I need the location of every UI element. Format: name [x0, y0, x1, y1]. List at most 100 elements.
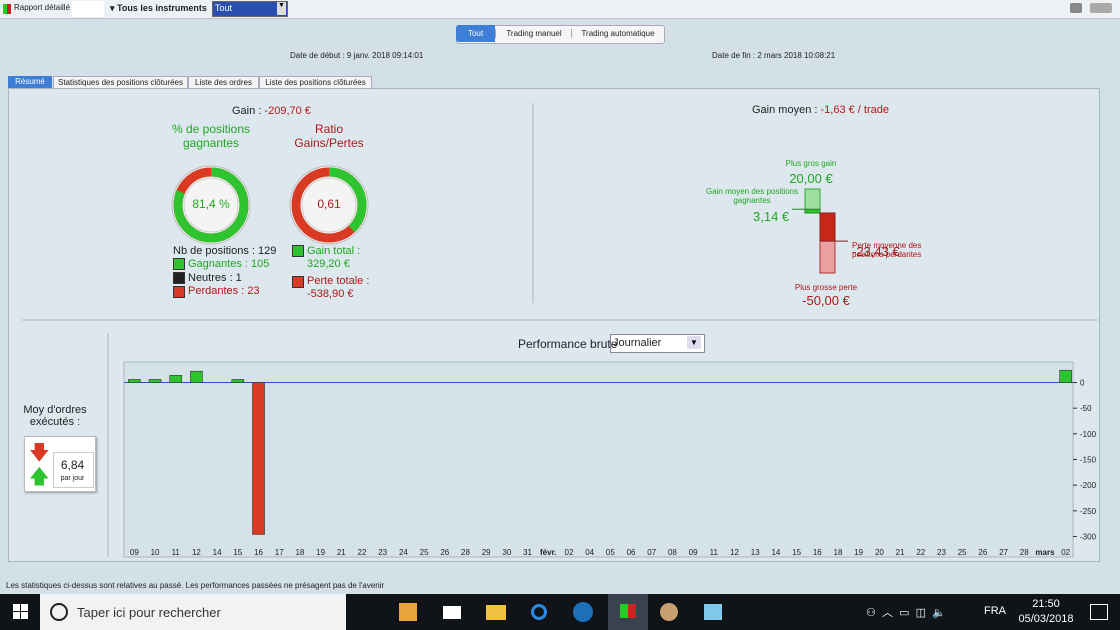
end-date: Date de fin : 2 mars 2018 10:08:21	[712, 51, 836, 60]
period-arrow[interactable]: ▼	[687, 336, 701, 349]
x-tick-label: 14	[213, 548, 222, 557]
tab[interactable]: Statistiques des positions clôturées	[53, 76, 188, 89]
x-tick-label: 23	[937, 548, 946, 557]
x-tick-label: 05	[606, 548, 615, 557]
plot-area	[123, 361, 1074, 558]
ratio-label: 0,61	[317, 197, 341, 211]
loss-total-label: Perte totale :	[307, 275, 370, 287]
x-tick-label: 22	[916, 548, 925, 557]
period-select[interactable]	[610, 334, 705, 353]
y-tick-label: -300	[1080, 532, 1097, 541]
y-tick-label: -150	[1080, 456, 1097, 465]
mode-button[interactable]: Trading automatique	[571, 29, 664, 38]
store-icon[interactable]	[399, 603, 417, 621]
instruments-menu[interactable]: ▾ Tous les instruments	[110, 3, 207, 13]
start-button[interactable]	[13, 604, 28, 619]
mode-button[interactable]: Tout	[467, 29, 484, 38]
y-tick-label: -100	[1080, 430, 1097, 439]
window-buttons[interactable]	[1090, 3, 1112, 13]
instruments-label[interactable]: Tous les instruments	[117, 3, 207, 13]
x-tick-label: 22	[358, 548, 367, 557]
x-tick-label: 25	[420, 548, 429, 557]
neutral-swatch	[173, 272, 185, 284]
x-tick-label: 21	[337, 548, 346, 557]
clock-time[interactable]: 21:50	[1032, 598, 1060, 610]
orders-value-box	[53, 452, 94, 488]
x-tick-label: févr.	[540, 548, 556, 557]
loss-total: -538,90 €	[307, 288, 354, 300]
x-tick-label: 12	[730, 548, 739, 557]
x-tick-label: 11	[172, 548, 181, 557]
x-tick-label: 30	[502, 548, 511, 557]
x-tick-label: 15	[792, 548, 801, 557]
winners: Gagnantes : 105	[188, 258, 270, 270]
clock-date[interactable]: 05/03/2018	[1018, 613, 1074, 625]
edge-icon[interactable]	[531, 604, 547, 620]
period-value[interactable]: Journalier	[613, 337, 662, 349]
x-tick-label: 19	[316, 548, 325, 557]
x-tick-label: 17	[275, 548, 284, 557]
filter-select[interactable]	[212, 1, 288, 17]
x-tick-label: 24	[399, 548, 408, 557]
x-tick-label: 18	[834, 548, 843, 557]
x-tick-label: 27	[999, 548, 1008, 557]
y-tick-label: -50	[1080, 404, 1092, 413]
win-rate-label: 81,4 %	[192, 197, 230, 211]
tab[interactable]: Liste des positions clôturées	[259, 76, 372, 89]
max-gain-label: Plus gros gain	[785, 159, 837, 168]
gain-total-swatch	[292, 245, 304, 257]
chart-title: Performance brute	[518, 337, 618, 351]
x-tick-label: 02	[1061, 548, 1070, 557]
x-tick-label: 07	[647, 548, 656, 557]
average-value: -1,63 € / trade	[820, 104, 889, 116]
search-box[interactable]	[40, 594, 346, 630]
max-loss-label: Plus grosse perte	[794, 283, 858, 292]
average-gain: Gain moyen : -1,63 € / trade	[752, 104, 889, 116]
winners-swatch	[173, 258, 185, 270]
x-tick-label: 02	[565, 548, 574, 557]
explorer-icon[interactable]	[486, 605, 506, 620]
bar	[169, 375, 183, 383]
bar	[190, 370, 203, 383]
x-tick-label: 08	[668, 548, 677, 557]
blank-field[interactable]	[72, 1, 104, 17]
x-tick-label: 29	[482, 548, 491, 557]
tab[interactable]: Résumé	[8, 76, 52, 88]
down-arrow: 🡇	[29, 442, 50, 464]
language[interactable]: FRA	[984, 605, 1006, 617]
notifications[interactable]	[1090, 604, 1108, 620]
tray-icons[interactable]: ⚇ ︿ ▭ ◫ 🔈	[866, 607, 946, 619]
print-icon[interactable]	[1070, 3, 1082, 13]
avg-loss: -23,43 €	[852, 244, 900, 259]
x-tick-label: 19	[854, 548, 863, 557]
active-app-icon[interactable]	[620, 604, 636, 618]
x-tick-label: 31	[523, 548, 532, 557]
donut-hole	[183, 177, 239, 233]
avg-win-label: Gain moyen des positions gagnantes	[705, 187, 799, 205]
search-placeholder[interactable]: Taper ici pour rechercher	[77, 605, 221, 620]
bar	[252, 382, 265, 535]
gain-total: 329,20 €	[307, 258, 350, 270]
mail-icon[interactable]	[443, 606, 461, 619]
app-icon[interactable]	[704, 604, 722, 620]
filter-value[interactable]: Tout	[215, 3, 233, 13]
gain-caption: Gain :	[232, 105, 262, 117]
bar	[128, 379, 141, 383]
x-tick-label: 04	[585, 548, 594, 557]
cortana-icon[interactable]	[50, 603, 68, 621]
tab[interactable]: Liste des ordres	[188, 76, 259, 89]
x-tick-label: 28	[461, 548, 470, 557]
x-tick-label: 23	[378, 548, 387, 557]
app-icon[interactable]	[573, 602, 593, 622]
x-tick-label: 16	[254, 548, 263, 557]
mode-button[interactable]: Trading manuel	[495, 29, 572, 38]
filter-arrow[interactable]: ▼	[277, 2, 286, 15]
paint-icon[interactable]	[660, 603, 678, 621]
x-tick-label: 20	[875, 548, 884, 557]
average-caption: Gain moyen :	[752, 104, 818, 116]
x-tick-label: 13	[751, 548, 760, 557]
losers-swatch	[173, 286, 185, 298]
orders-value: 6,84	[60, 458, 85, 472]
x-tick-label: 21	[896, 548, 905, 557]
